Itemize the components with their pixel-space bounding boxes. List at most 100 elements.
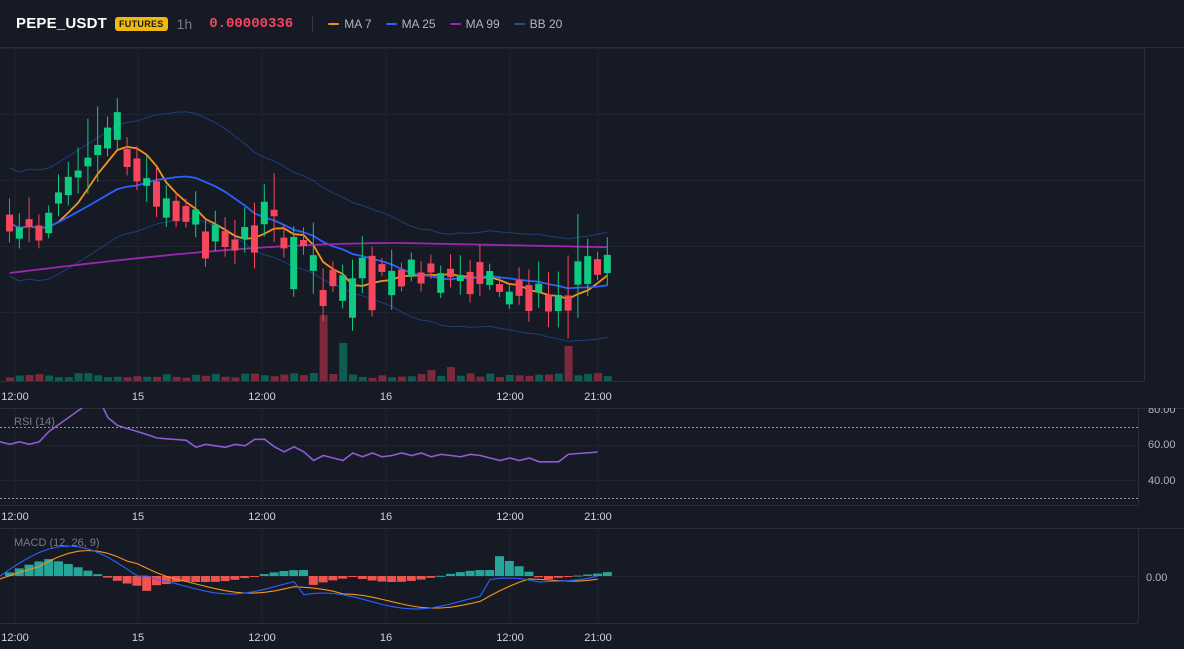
macd-hist-bar xyxy=(357,576,367,579)
macd-hist-bar xyxy=(201,576,210,582)
volume-bar xyxy=(153,376,161,381)
candle-body xyxy=(241,227,249,239)
legend-ma25-label: MA 25 xyxy=(401,16,436,31)
candle-body xyxy=(505,291,513,305)
candle-body xyxy=(574,261,582,285)
volume-bar xyxy=(143,376,152,381)
time-tick-label: 12:00 xyxy=(1,632,29,644)
volume-bar xyxy=(15,375,24,381)
volume-bar xyxy=(290,373,299,381)
candle-body xyxy=(358,257,366,279)
volume-bar xyxy=(45,375,54,381)
candle-body xyxy=(104,127,111,149)
candle-body xyxy=(182,206,190,222)
macd-signal-line xyxy=(0,549,598,609)
candle-body xyxy=(172,200,180,222)
macd-hist-bar xyxy=(318,576,328,583)
macd-hist-bar xyxy=(367,576,377,581)
volume-bar xyxy=(603,376,612,381)
volume-bar xyxy=(554,373,563,381)
macd-hist-bar xyxy=(299,569,308,576)
candle-body xyxy=(260,201,268,225)
macd-hist-bar xyxy=(387,576,397,583)
candle-body xyxy=(388,270,396,296)
volume-bar xyxy=(545,374,553,381)
candle-body xyxy=(417,272,425,284)
candle-body xyxy=(564,295,572,311)
candle-body xyxy=(515,280,523,296)
macd-hist-bar xyxy=(93,574,103,576)
macd-hist-bar xyxy=(485,570,495,576)
volume-bar xyxy=(202,375,210,381)
macd-hist-bar xyxy=(220,576,230,582)
candle-body xyxy=(447,268,454,278)
macd-panel[interactable]: MACD (12, 26, 9) 0.00 12:00 15 12:00 16 12:0… xyxy=(0,528,1184,649)
volume-bar xyxy=(456,375,465,381)
legend-ma7[interactable]: MA 7 xyxy=(328,17,372,31)
moving-averages xyxy=(9,145,608,300)
candle-body xyxy=(545,294,552,312)
candle-body xyxy=(349,278,356,318)
candle-body xyxy=(427,263,435,273)
macd-line xyxy=(0,545,598,610)
ma99-swatch xyxy=(449,22,461,25)
macd-hist-bar xyxy=(504,560,514,576)
macd-hist-bar xyxy=(446,573,455,576)
macd-hist-bar xyxy=(5,572,14,576)
legend-ma25[interactable]: MA 25 xyxy=(385,16,436,31)
candle-body xyxy=(339,275,347,301)
time-tick-label: 21:00 xyxy=(584,511,612,523)
candle-body xyxy=(319,289,327,307)
time-tick-label: 12:00 xyxy=(496,632,524,644)
rsi-tick-80: 80.00 xyxy=(1148,408,1176,416)
volume-bar xyxy=(476,376,485,381)
macd-hist-bar xyxy=(573,575,583,577)
volume-bar xyxy=(466,373,475,381)
volume-bar xyxy=(309,373,318,381)
candle-body xyxy=(113,112,121,140)
macd-hist-bar xyxy=(348,576,357,578)
time-tick-label: 16 xyxy=(380,511,392,523)
macd-hist-bar xyxy=(240,576,250,579)
macd-hist-bar xyxy=(63,564,73,576)
volume-bar xyxy=(358,376,367,381)
volume-bar xyxy=(172,376,181,381)
volume-bar xyxy=(515,375,524,381)
candle-body xyxy=(94,144,102,156)
macd-hist-bar xyxy=(103,576,112,578)
volume-bar xyxy=(104,377,112,381)
volume-bar xyxy=(447,367,455,381)
rsi-line xyxy=(0,408,598,463)
time-tick-label: 15 xyxy=(132,632,144,644)
macd-hist-bar xyxy=(73,567,83,576)
ma25-swatch xyxy=(385,22,397,25)
volume-bar xyxy=(525,375,534,381)
price-chart[interactable]: 12:00 15 12:00 16 12:00 21:00 xyxy=(0,48,1184,408)
time-axis: 12:00 15 12:00 16 12:00 21:00 xyxy=(1,391,612,403)
candle-body xyxy=(64,176,72,196)
timeframe-selector[interactable]: 1h xyxy=(176,15,193,32)
rsi-panel[interactable]: RSI (14) 80.00 60.00 40.00 12:00 15 12:00 1… xyxy=(0,408,1184,528)
legend-bb20[interactable]: BB 20 xyxy=(513,17,562,31)
candle-body xyxy=(221,231,229,247)
candle-body xyxy=(554,294,562,312)
volume-bar xyxy=(349,374,357,381)
legend-ma99-label: MA 99 xyxy=(465,16,500,31)
symbol-label[interactable]: PEPE_USDT xyxy=(16,15,107,32)
volume-bar xyxy=(123,377,132,381)
volume-bar xyxy=(25,375,34,381)
macd-label: MACD (12, 26, 9) xyxy=(14,537,100,549)
volume-bar xyxy=(241,373,250,381)
candle-body xyxy=(133,158,141,182)
candle-body xyxy=(437,273,445,293)
candle-body xyxy=(407,259,415,277)
macd-hist-bar xyxy=(250,576,259,577)
time-tick-label: 21:00 xyxy=(584,391,612,403)
bb-lower xyxy=(9,217,608,342)
macd-time-axis: 12:00 15 12:00 16 12:00 21:00 xyxy=(1,632,612,644)
ma25-line xyxy=(9,175,608,290)
macd-hist-bar xyxy=(602,572,612,576)
macd-hist-bar xyxy=(181,576,191,582)
legend-ma99[interactable]: MA 99 xyxy=(449,16,500,31)
macd-hist-bar xyxy=(495,556,504,576)
